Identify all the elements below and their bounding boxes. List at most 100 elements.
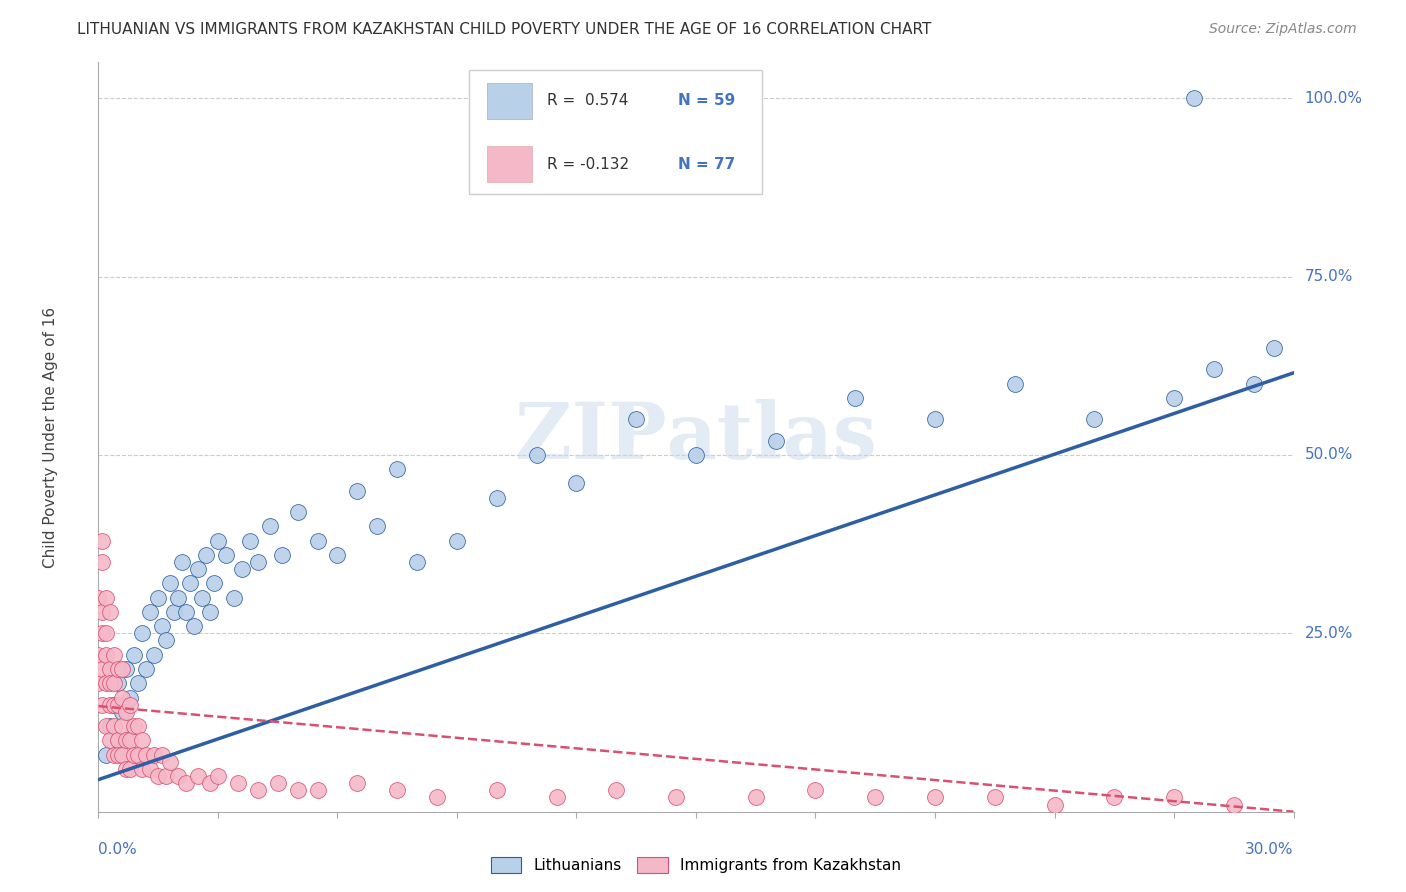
Point (191, 591, 214, 605)
Point (163, 605, 186, 619)
Text: 100.0%: 100.0% (1305, 91, 1362, 105)
Point (246, 783, 269, 797)
Point (98, 676, 122, 690)
Point (984, 790, 1007, 805)
Point (131, 626, 153, 640)
Point (167, 591, 190, 605)
Point (267, 776, 290, 790)
Point (91, 626, 114, 640)
Point (127, 676, 149, 690)
Point (103, 747, 125, 762)
Point (485, 783, 508, 797)
Point (98, 698, 122, 712)
Point (685, 448, 707, 462)
Point (198, 605, 221, 619)
Point (120, 733, 142, 747)
Point (103, 698, 125, 712)
Point (111, 747, 134, 762)
Point (179, 576, 201, 591)
Point (107, 698, 129, 712)
Point (287, 783, 309, 797)
FancyBboxPatch shape (470, 70, 762, 194)
Point (804, 783, 827, 797)
Point (115, 662, 138, 676)
Point (1243, 376, 1265, 391)
Point (844, 391, 866, 405)
Text: N = 77: N = 77 (678, 157, 735, 172)
Point (745, 790, 768, 805)
Point (167, 769, 190, 783)
Point (96, 648, 118, 662)
Point (107, 733, 129, 747)
Point (1182, 91, 1205, 105)
Point (207, 533, 229, 548)
Point (111, 662, 134, 676)
Point (148, 591, 170, 605)
Point (143, 648, 166, 662)
Point (103, 648, 125, 662)
Point (111, 705, 134, 719)
Point (103, 698, 125, 712)
Point (107, 662, 129, 676)
Point (111, 690, 134, 705)
Point (127, 747, 149, 762)
Point (124, 719, 146, 733)
Bar (486, 146, 533, 182)
Point (115, 733, 138, 747)
Point (103, 719, 125, 733)
Point (1083, 412, 1105, 426)
Text: 25.0%: 25.0% (1305, 626, 1353, 640)
Point (307, 783, 329, 797)
Point (326, 548, 349, 562)
Point (159, 576, 181, 591)
Point (665, 790, 688, 805)
Point (96, 626, 118, 640)
Point (226, 776, 249, 790)
Point (120, 762, 142, 776)
Point (96, 676, 118, 690)
Point (155, 633, 177, 648)
Point (626, 412, 648, 426)
Point (924, 790, 946, 805)
Point (187, 562, 209, 576)
Point (150, 619, 173, 633)
Point (526, 448, 548, 462)
Point (135, 747, 157, 762)
Text: ZIP​atlas: ZIP​atlas (515, 399, 877, 475)
Point (1202, 362, 1225, 376)
Point (91, 662, 114, 676)
Point (115, 762, 138, 776)
Point (111, 719, 134, 733)
Text: Source: ZipAtlas.com: Source: ZipAtlas.com (1209, 22, 1357, 37)
Point (139, 605, 162, 619)
Point (107, 733, 129, 747)
Text: 50.0%: 50.0% (1305, 448, 1353, 462)
Point (259, 519, 281, 533)
Point (187, 769, 209, 783)
Point (131, 733, 153, 747)
Point (346, 483, 368, 498)
Point (139, 762, 162, 776)
Point (96, 747, 118, 762)
Text: 0.0%: 0.0% (98, 842, 138, 857)
Point (107, 747, 129, 762)
Point (406, 555, 429, 569)
Point (174, 776, 197, 790)
Point (91, 698, 114, 712)
Point (307, 533, 329, 548)
Point (1223, 797, 1246, 812)
Point (183, 619, 205, 633)
Text: R = -0.132: R = -0.132 (547, 157, 628, 172)
Point (148, 769, 170, 783)
Point (546, 790, 568, 805)
Text: LITHUANIAN VS IMMIGRANTS FROM KAZAKHSTAN CHILD POVERTY UNDER THE AGE OF 16 CORRE: LITHUANIAN VS IMMIGRANTS FROM KAZAKHSTAN… (77, 22, 932, 37)
Text: 75.0%: 75.0% (1305, 269, 1353, 284)
Point (1043, 797, 1066, 812)
Point (231, 562, 253, 576)
Point (924, 412, 946, 426)
Point (174, 605, 197, 619)
Point (120, 698, 142, 712)
Point (1163, 790, 1185, 805)
Point (565, 476, 588, 491)
Point (1004, 376, 1026, 391)
